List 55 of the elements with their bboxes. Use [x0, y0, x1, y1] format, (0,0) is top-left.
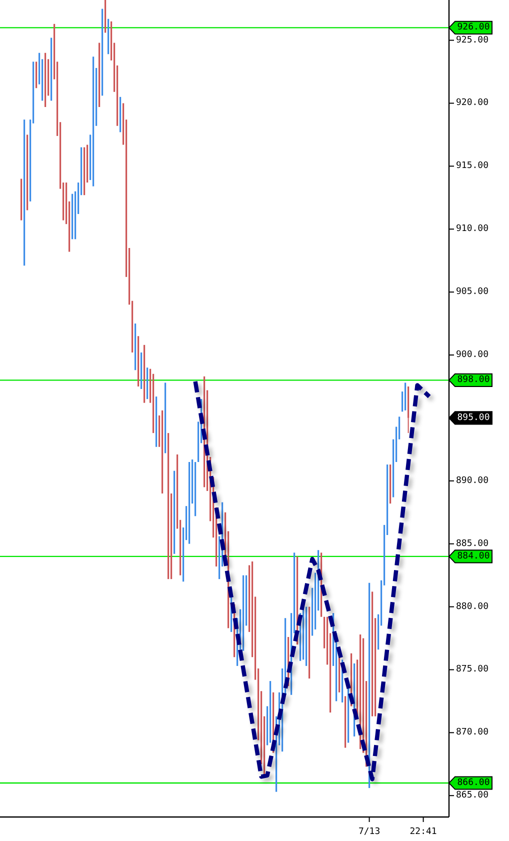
- x-tick-label: 22:41: [410, 827, 437, 837]
- candlestick: [156, 396, 158, 447]
- candlestick: [44, 52, 46, 108]
- candlestick: [188, 462, 190, 544]
- candlestick: [134, 324, 136, 370]
- y-tick-label: 865.00: [456, 790, 489, 801]
- candlestick: [168, 433, 170, 580]
- y-tick-label: 880.00: [456, 602, 489, 612]
- candlestick: [24, 120, 26, 266]
- candlestick: [162, 410, 164, 494]
- candlestick: [306, 606, 308, 666]
- ref-line-label: 884.00: [457, 551, 490, 562]
- candlestick: [84, 147, 86, 196]
- candlestick: [344, 696, 346, 748]
- candlestick: [120, 96, 122, 132]
- candlestick: [140, 352, 142, 389]
- candlestick: [174, 470, 176, 554]
- candlestick: [72, 194, 74, 240]
- y-tick-label: 870.00: [456, 728, 489, 738]
- candlestick: [144, 344, 146, 403]
- ref-line-label: 898.00: [457, 375, 490, 386]
- candlestick: [408, 386, 410, 434]
- candlestick: [104, 0, 106, 33]
- candlestick: [98, 42, 100, 108]
- text: 895.00: [457, 412, 490, 423]
- candlestick: [102, 8, 104, 96]
- candlestick: [308, 606, 310, 679]
- y-tick-label: 900.00: [456, 350, 489, 360]
- x-tick-label: 7/13: [358, 827, 380, 837]
- y-tick-label: 915.00: [456, 161, 489, 172]
- candlestick: [194, 462, 196, 516]
- candlestick: [108, 18, 110, 54]
- candlestick: [164, 382, 166, 454]
- candlestick: [270, 681, 272, 743]
- ref-line-label: 926.00: [457, 22, 490, 33]
- y-tick-label: 925.00: [456, 35, 489, 46]
- candlestick: [138, 336, 140, 386]
- candlestick: [372, 592, 374, 716]
- candlestick: [50, 38, 52, 101]
- candlestick: [242, 575, 244, 651]
- y-tick-label: 875.00: [456, 664, 489, 675]
- y-tick-label: 885.00: [456, 538, 489, 549]
- line-series: [193, 379, 432, 782]
- y-tick-label: 920.00: [456, 98, 489, 108]
- y-tick-label: 890.00: [456, 476, 489, 486]
- y-tick-label: 910.00: [456, 224, 489, 234]
- ref-line-label: 866.00: [457, 778, 490, 788]
- candlestick: [146, 368, 148, 400]
- candlestick: [92, 56, 94, 186]
- y-tick-label: 905.00: [456, 287, 489, 298]
- candlestick: [26, 134, 28, 210]
- candlestick: [404, 382, 406, 410]
- candlestick: [36, 62, 38, 88]
- candlestick: [390, 464, 392, 504]
- candlestick: [20, 178, 22, 220]
